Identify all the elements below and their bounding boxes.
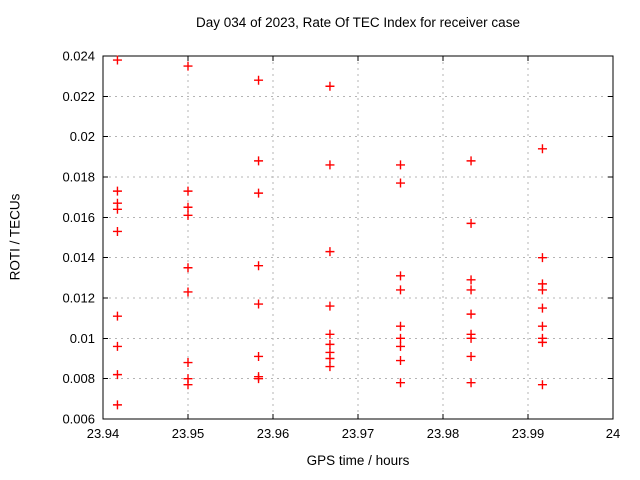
x-tick-label: 23.98 <box>427 426 460 441</box>
data-point <box>325 81 335 91</box>
data-point <box>112 311 122 321</box>
data-point <box>466 309 476 319</box>
data-point <box>112 370 122 380</box>
x-tick-label: 23.94 <box>87 426 120 441</box>
data-point <box>183 61 193 71</box>
data-point <box>396 160 405 170</box>
y-tick-label: 0.01 <box>70 331 95 346</box>
data-point <box>254 261 264 271</box>
data-point <box>112 55 122 65</box>
data-point <box>537 253 547 263</box>
data-point <box>183 210 193 220</box>
y-tick-label: 0.018 <box>62 170 95 185</box>
data-point <box>396 378 405 388</box>
y-tick-label: 0.012 <box>62 291 95 306</box>
data-point <box>254 299 264 309</box>
data-point <box>183 202 193 212</box>
data-point <box>325 339 335 349</box>
x-tick-label: 23.97 <box>342 426 375 441</box>
data-point <box>466 378 476 388</box>
y-tick-label: 0.02 <box>70 129 95 144</box>
data-point <box>537 144 547 154</box>
data-point <box>112 186 122 196</box>
data-point <box>396 178 405 188</box>
x-tick-label: 23.99 <box>512 426 545 441</box>
data-point <box>537 380 547 390</box>
x-tick-label: 24 <box>606 426 620 441</box>
data-point <box>254 156 264 166</box>
data-point <box>396 356 405 366</box>
y-tick-label: 0.024 <box>62 49 95 64</box>
data-point <box>396 285 405 295</box>
data-point <box>466 156 476 166</box>
data-point <box>537 285 547 295</box>
data-point <box>325 362 335 372</box>
data-point <box>466 285 476 295</box>
y-tick-label: 0.008 <box>62 371 95 386</box>
data-point <box>112 400 122 410</box>
data-point <box>325 160 335 170</box>
chart-title: Day 034 of 2023, Rate Of TEC Index for r… <box>196 15 520 30</box>
y-tick-label: 0.022 <box>62 89 95 104</box>
data-point <box>537 321 547 331</box>
data-point <box>396 333 405 343</box>
data-point <box>183 186 193 196</box>
data-point <box>183 287 193 297</box>
data-point <box>254 351 264 361</box>
y-tick-label: 0.014 <box>62 250 95 265</box>
x-tick-label: 23.95 <box>172 426 205 441</box>
data-point <box>537 337 547 347</box>
data-point <box>183 263 193 273</box>
data-point <box>466 351 476 361</box>
data-point <box>466 333 476 343</box>
data-point <box>325 301 335 311</box>
data-point <box>325 329 335 339</box>
data-point <box>466 275 476 285</box>
data-point <box>254 188 264 198</box>
data-point <box>325 247 335 257</box>
data-point <box>396 341 405 351</box>
data-point <box>112 204 122 214</box>
x-tick-label: 23.96 <box>257 426 290 441</box>
data-point <box>112 226 122 236</box>
data-point <box>183 380 193 390</box>
data-point <box>466 218 476 228</box>
data-point <box>325 354 335 363</box>
data-point <box>183 358 193 368</box>
data-point <box>396 271 405 281</box>
data-point <box>537 303 547 313</box>
x-axis-label: GPS time / hours <box>306 453 410 468</box>
y-tick-label: 0.016 <box>62 210 95 225</box>
data-point <box>112 341 122 351</box>
data-point <box>396 321 405 331</box>
data-point <box>254 374 264 384</box>
data-point <box>254 75 264 85</box>
y-tick-label: 0.006 <box>62 412 95 427</box>
